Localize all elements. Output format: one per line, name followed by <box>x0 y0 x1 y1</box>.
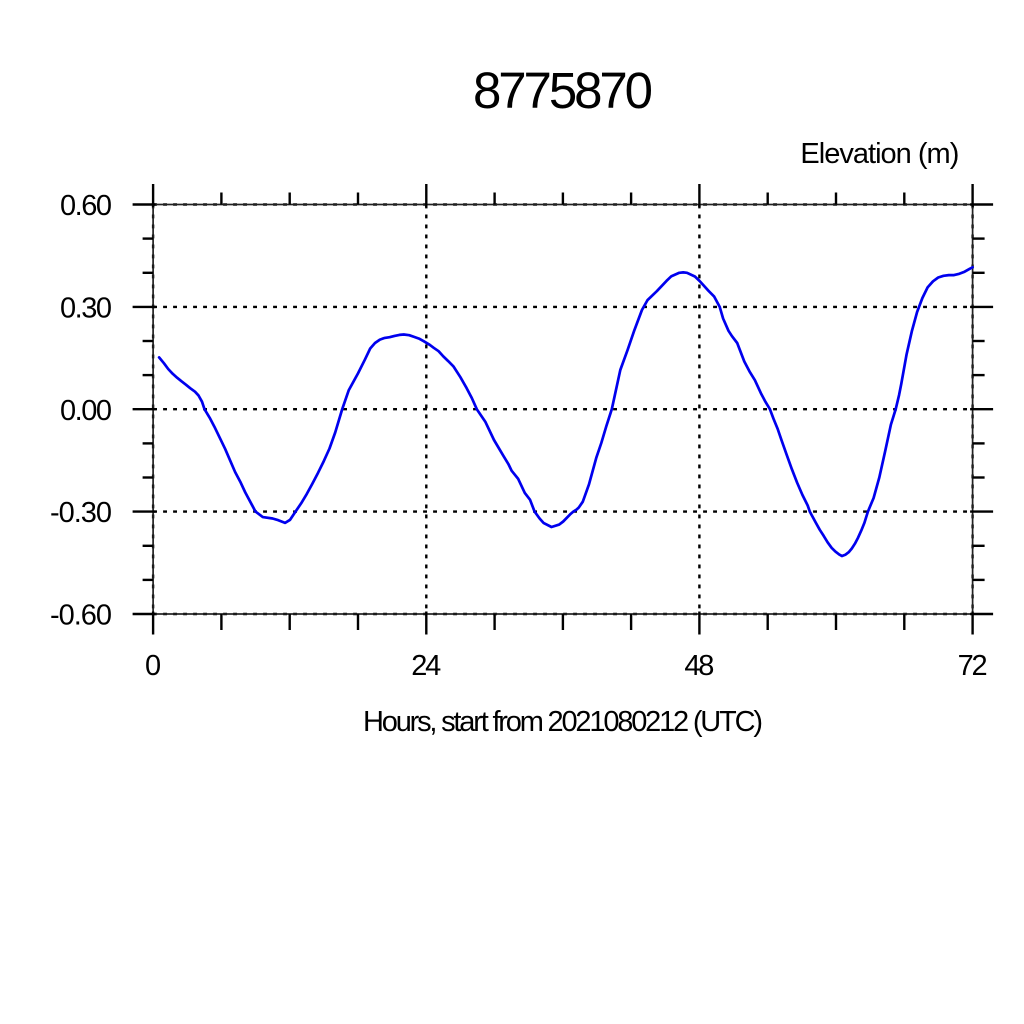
svg-text:24: 24 <box>411 650 441 682</box>
svg-text:Elevation (m): Elevation (m) <box>800 138 959 170</box>
svg-text:0.60: 0.60 <box>60 190 112 222</box>
svg-text:72: 72 <box>958 650 988 682</box>
svg-text:Hours, start from 2021080212 (: Hours, start from 2021080212 (UTC) <box>363 706 763 738</box>
svg-text:0.30: 0.30 <box>60 293 112 325</box>
svg-text:0: 0 <box>145 650 161 682</box>
svg-text:-0.30: -0.30 <box>50 497 112 529</box>
svg-text:0.00: 0.00 <box>60 395 112 427</box>
svg-text:-0.60: -0.60 <box>50 600 112 632</box>
svg-text:48: 48 <box>684 650 714 682</box>
svg-text:8775870: 8775870 <box>473 62 653 119</box>
